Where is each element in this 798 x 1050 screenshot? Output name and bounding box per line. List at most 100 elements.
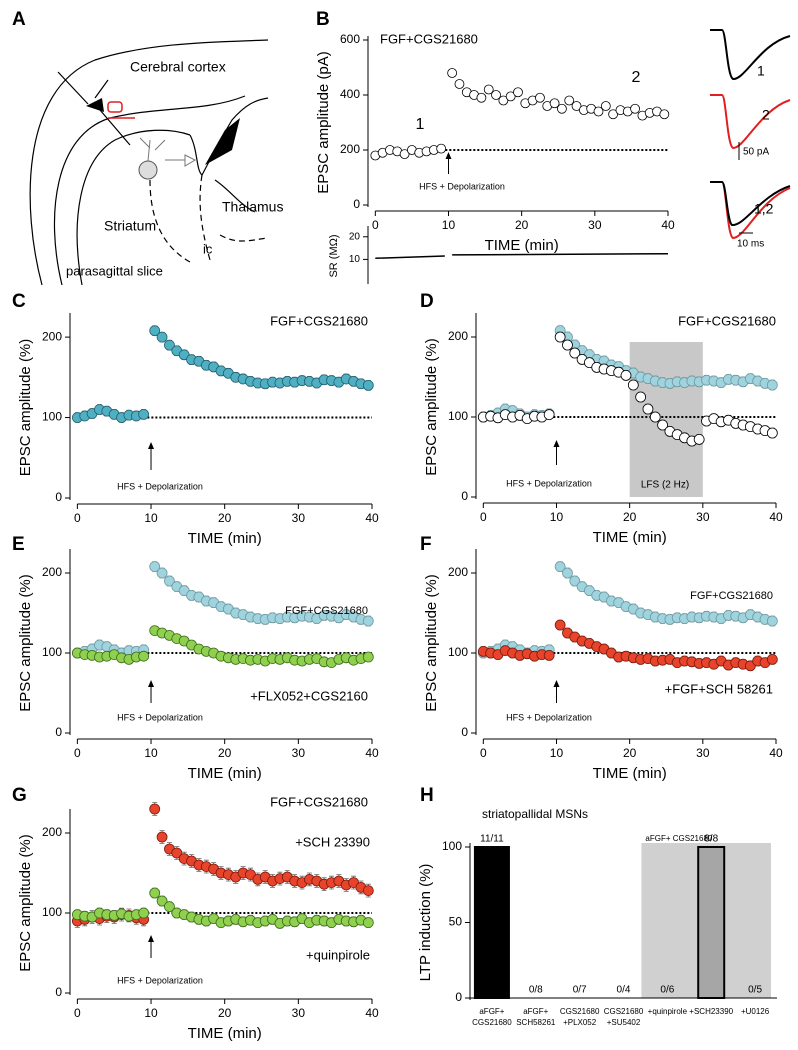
- series-label: FGF+CGS21680: [285, 605, 368, 617]
- data-point: [766, 379, 778, 391]
- data-point: [627, 379, 639, 391]
- x-tick-label: 40: [365, 746, 379, 760]
- data-point: [164, 575, 175, 587]
- x-tick-label: 30: [696, 746, 710, 760]
- data-point: [399, 149, 410, 160]
- y-tick-label: 0: [55, 725, 62, 739]
- data-point: [149, 887, 161, 899]
- annotation: 1: [416, 116, 425, 133]
- x-tick-label: +U0126: [741, 1007, 770, 1016]
- data-point: [554, 331, 566, 343]
- data-point: [505, 91, 516, 102]
- data-point: [156, 331, 168, 343]
- trace: [710, 94, 791, 150]
- value-label: 0/8: [529, 985, 543, 996]
- data-point: [171, 847, 183, 859]
- chart-title: striatopallidal MSNs: [482, 807, 588, 821]
- y-tick-label: 0: [55, 985, 62, 999]
- panel-letters: A B C D E F G H: [12, 9, 434, 806]
- data-point: [156, 567, 168, 579]
- data-point: [164, 339, 175, 351]
- y-tick-label: 20: [349, 231, 361, 242]
- data-point: [513, 87, 523, 98]
- x-axis-label: TIME (min): [593, 529, 667, 546]
- trace-label: 2: [762, 107, 770, 123]
- dendrite: [57, 71, 131, 146]
- data-point: [447, 68, 458, 78]
- x-tick-label: 0: [372, 218, 379, 232]
- y-tick-label: 50: [449, 915, 463, 929]
- y-axis-label: EPSC amplitude (%): [423, 574, 440, 712]
- arrow-head: [553, 440, 560, 447]
- data-point: [569, 575, 581, 587]
- data-point: [693, 433, 705, 445]
- x-tick-label: 0: [74, 1006, 81, 1020]
- x-tick-label: 30: [292, 1006, 306, 1020]
- data-point: [642, 403, 654, 415]
- y-tick-label: 200: [42, 329, 62, 343]
- trace: [710, 181, 791, 227]
- x-tick-label: 40: [365, 511, 379, 525]
- data-point: [554, 619, 566, 631]
- data-point: [630, 103, 640, 114]
- outline: [53, 95, 246, 286]
- data-point: [436, 143, 447, 154]
- x-axis-label: TIME (min): [188, 1025, 262, 1042]
- y-axis-label: EPSC amplitude (%): [423, 338, 440, 476]
- example-traces: 1 2 50 pA 1,2 10 ms: [710, 29, 791, 250]
- diagram-label: parasagittal slice: [66, 263, 163, 278]
- y-tick-label: 100: [42, 645, 62, 659]
- shade-label: aFGF+ CGS21680: [645, 834, 712, 843]
- y-axis-label: EPSC amplitude (%): [17, 834, 34, 972]
- data-point: [549, 98, 560, 109]
- x-tick-label: 20: [515, 218, 529, 232]
- arrow-head: [148, 442, 155, 449]
- y-tick-label: 400: [340, 87, 360, 101]
- y-tick-label: 200: [448, 329, 468, 343]
- shade-label: LFS (2 Hz): [641, 480, 689, 491]
- data-point: [620, 369, 632, 381]
- series-label: +FLX052+CGS2160: [250, 688, 368, 703]
- y-axis-label: EPSC amplitude (%): [17, 574, 34, 712]
- panel-letter: A: [12, 9, 26, 30]
- data-point: [362, 615, 374, 627]
- panel-letter: B: [316, 9, 330, 30]
- trace-label: 1: [757, 63, 765, 79]
- data-point: [766, 427, 778, 439]
- data-point: [543, 409, 555, 421]
- x-tick-label: 40: [661, 218, 675, 232]
- annotation: 2: [632, 69, 641, 86]
- x-tick-label: 30: [696, 510, 710, 524]
- y-axis-label: EPSC amplitude (%): [17, 339, 34, 477]
- y-tick-label: 200: [42, 825, 62, 839]
- chart-title: FGF+CGS21680: [270, 794, 368, 809]
- panel-letter: E: [12, 534, 25, 555]
- trace: [710, 29, 791, 80]
- chart-title: FGF+CGS21680: [678, 313, 776, 328]
- outline: [199, 174, 211, 261]
- value-label: 0/6: [660, 985, 674, 996]
- panel-letter: D: [420, 291, 434, 312]
- x-tick-label: 30: [292, 746, 306, 760]
- x-tick-label: 20: [218, 511, 232, 525]
- x-tick-label: 20: [623, 510, 637, 524]
- data-point: [476, 92, 487, 103]
- line: [375, 252, 669, 260]
- y-tick-label: 0: [353, 197, 360, 211]
- y-axis-label: EPSC amplitude (pA): [315, 51, 332, 194]
- x-tick-label: 0: [74, 511, 81, 525]
- x-tick-label: aFGF+: [479, 1007, 504, 1016]
- data-point: [564, 95, 575, 106]
- cortical-neuron: [86, 98, 104, 112]
- series-label: FGF+CGS21680: [690, 590, 773, 602]
- value-label: 8/8: [704, 834, 718, 845]
- y-tick-label: 0: [461, 725, 468, 739]
- x-tick-label: 20: [218, 1006, 232, 1020]
- annotation: HFS + Depolarization: [506, 478, 592, 488]
- x-axis-label: TIME (min): [593, 765, 667, 782]
- data-point: [659, 109, 670, 120]
- outline: [29, 39, 269, 286]
- annotation: HFS + Depolarization: [506, 712, 592, 722]
- shade: [629, 342, 703, 497]
- x-tick-label: 10: [550, 510, 564, 524]
